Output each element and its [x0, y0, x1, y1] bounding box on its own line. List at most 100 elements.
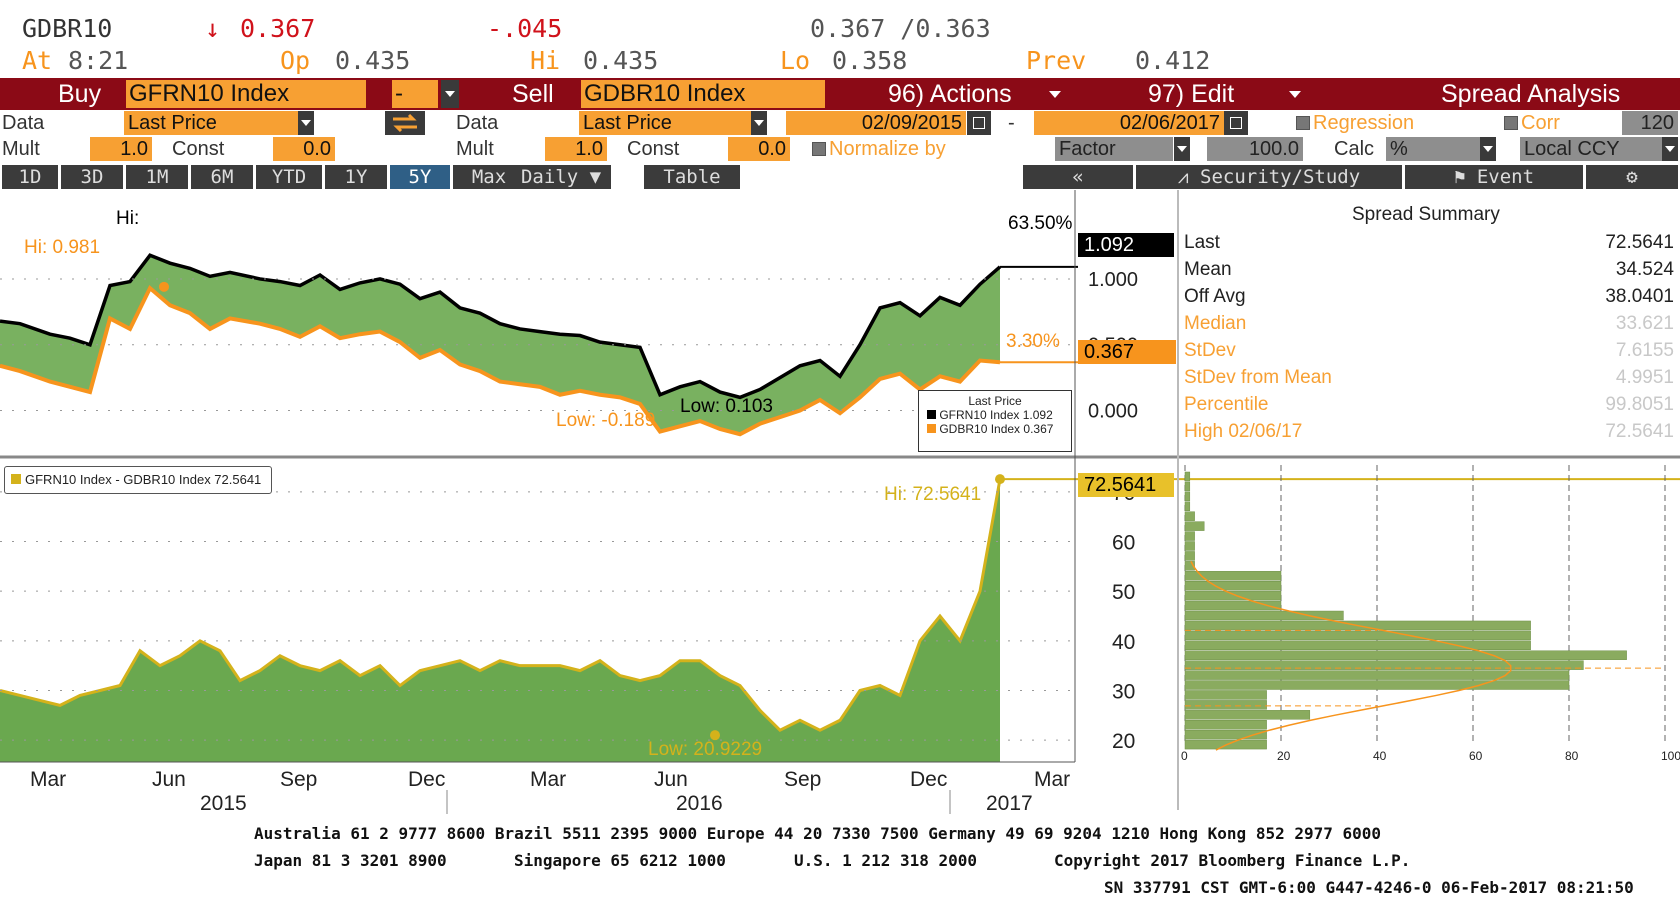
period-button-1d[interactable]: 1D: [2, 165, 58, 189]
end-calendar-icon[interactable]: [1224, 111, 1248, 135]
summary-key: Percentile: [1184, 394, 1269, 415]
buy-mult-field[interactable]: 1.0: [90, 137, 152, 161]
regression-label: Regression: [1313, 112, 1415, 134]
edit-dropdown-icon[interactable]: [1289, 80, 1301, 108]
table-button[interactable]: Table: [644, 165, 740, 189]
y-tick-label: 0.000: [1088, 401, 1138, 423]
security-study-button[interactable]: ⩘ Security/Study: [1136, 165, 1402, 189]
buy-data-select[interactable]: Last Price: [124, 111, 298, 135]
period-button-3d[interactable]: 3D: [61, 165, 123, 189]
frequency-select[interactable]: Daily ▼: [511, 165, 611, 189]
summary-value: 34.524: [1615, 259, 1674, 280]
factor-value-field[interactable]: 100.0: [1207, 137, 1303, 161]
legend-item-gfrn: GFRN10 Index 1.092: [927, 408, 1071, 422]
x-tick-label: Sep: [784, 768, 821, 791]
function-title: Spread Analysis: [1441, 80, 1621, 108]
hist-bar: [1184, 690, 1267, 700]
hist-bar: [1184, 610, 1344, 621]
buy-modifier-field[interactable]: -: [392, 80, 438, 108]
summary-row: High 02/06/17 72.5641: [1184, 421, 1674, 447]
x-year-label: 2016: [676, 792, 723, 815]
corr-checkbox[interactable]: [1504, 116, 1518, 130]
hist-bar: [1184, 491, 1191, 502]
sell-data-dropdown-icon[interactable]: [751, 111, 767, 135]
period-button-6m[interactable]: 6M: [191, 165, 253, 189]
start-calendar-icon[interactable]: [967, 111, 991, 135]
event-button[interactable]: ⚑ Event: [1405, 165, 1583, 189]
footer-us: U.S. 1 212 318 2000: [794, 851, 978, 870]
spread-area: [0, 479, 1000, 762]
gfrn-last-tag: 1.092: [1078, 233, 1174, 257]
normalize-checkbox[interactable]: [812, 142, 826, 156]
buy-data-dropdown-icon[interactable]: [298, 111, 314, 135]
low-label: Lo: [780, 46, 811, 75]
buy-const-field[interactable]: 0.0: [273, 137, 335, 161]
factor-dropdown-icon[interactable]: [1174, 137, 1190, 161]
sell-mult-label: Mult: [456, 138, 494, 160]
actions-menu[interactable]: 96) Actions: [888, 80, 1012, 108]
summary-key: StDev: [1184, 340, 1236, 361]
sell-const-label: Const: [627, 138, 680, 160]
price-legend: Last Price GFRN10 Index 1.092 GDBR10 Ind…: [918, 390, 1072, 452]
settings-button[interactable]: ⚙: [1586, 165, 1678, 189]
summary-key: Off Avg: [1184, 286, 1246, 307]
summary-key: Last: [1184, 232, 1220, 253]
calc-select[interactable]: %: [1386, 137, 1480, 161]
footer-japan: Japan 81 3 3201 8900: [254, 851, 447, 870]
sell-mult-field[interactable]: 1.0: [545, 137, 607, 161]
period-button-1y[interactable]: 1Y: [325, 165, 387, 189]
footer-contacts: Australia 61 2 9777 8600 Brazil 5511 239…: [254, 824, 1382, 843]
spread-low-marker: [710, 730, 720, 741]
calc-dropdown-icon[interactable]: [1480, 137, 1496, 161]
gfrn-low-annotation: Low: 0.103: [680, 396, 773, 417]
hist-bar: [1184, 571, 1282, 581]
legend-gfrn-name: GFRN10 Index: [939, 408, 1020, 422]
regression-checkbox[interactable]: [1296, 116, 1310, 130]
currency-dropdown-icon[interactable]: [1662, 137, 1678, 161]
hist-bar: [1184, 640, 1531, 651]
summary-key: Median: [1184, 313, 1247, 334]
x-tick-label: Dec: [910, 768, 947, 791]
ticker: GDBR10: [22, 14, 113, 43]
buy-label: Buy: [58, 80, 102, 108]
summary-value: 4.9951: [1615, 367, 1674, 388]
spread-y-tick: 40: [1112, 631, 1135, 654]
buy-security-field[interactable]: GFRN10 Index: [126, 80, 366, 108]
end-date-field[interactable]: 02/06/2017: [1034, 111, 1224, 135]
open-value: 0.435: [335, 46, 411, 75]
mult-label: Mult: [2, 138, 40, 160]
low-value: 0.358: [832, 46, 908, 75]
sell-data-select[interactable]: Last Price: [579, 111, 751, 135]
hist-bar: [1184, 670, 1570, 680]
hist-bar: [1184, 481, 1191, 492]
prev-label: Prev: [1026, 46, 1087, 75]
factor-select[interactable]: Factor: [1055, 137, 1173, 161]
gear-icon: ⚙: [1626, 166, 1638, 188]
period-button-ytd[interactable]: YTD: [256, 165, 322, 189]
swap-icon[interactable]: [385, 111, 425, 135]
buy-modifier-dropdown-icon[interactable]: [441, 80, 459, 108]
summary-row: Mean 34.524: [1184, 259, 1674, 285]
period-button-5y[interactable]: 5Y: [390, 165, 450, 189]
x-tick-label: Mar: [530, 768, 566, 791]
sell-const-field[interactable]: 0.0: [728, 137, 790, 161]
sell-security-field[interactable]: GDBR10 Index: [581, 80, 825, 108]
corr-label: Corr: [1521, 112, 1560, 134]
edit-menu[interactable]: 97) Edit: [1148, 80, 1235, 108]
currency-select[interactable]: Local CCY: [1520, 137, 1662, 161]
summary-row: Last 72.5641: [1184, 232, 1674, 258]
gdbr-high-marker: [159, 281, 169, 292]
start-date-field[interactable]: 02/09/2015: [786, 111, 966, 135]
actions-dropdown-icon[interactable]: [1049, 80, 1061, 108]
sell-data-label: Data: [456, 112, 499, 134]
hist-bar: [1184, 501, 1191, 511]
collapse-button[interactable]: «: [1023, 165, 1133, 189]
hist-bar: [1184, 521, 1205, 531]
summary-row: Percentile 99.8051: [1184, 394, 1674, 420]
date-separator: -: [1008, 112, 1015, 134]
const-label: Const: [172, 138, 225, 160]
corr-period-field[interactable]: 120: [1622, 111, 1678, 135]
period-button-1m[interactable]: 1M: [126, 165, 188, 189]
hist-bar: [1184, 541, 1195, 551]
